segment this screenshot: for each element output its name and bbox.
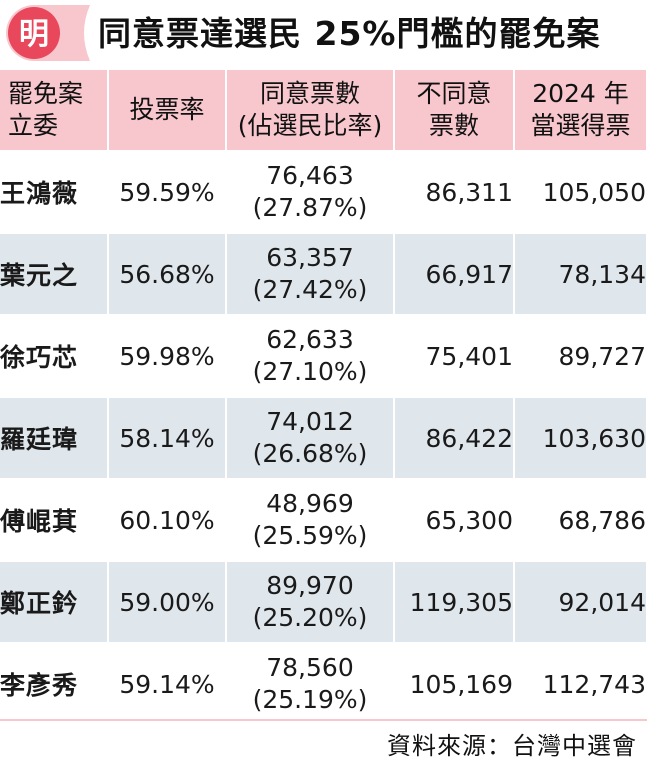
agree-ratio: (27.87%)	[252, 193, 368, 222]
header: 明 同意票達選民 25%門檻的罷免案	[0, 0, 647, 68]
page-title: 同意票達選民 25%門檻的罷免案	[98, 14, 601, 53]
legislator-name: 羅廷瑋	[0, 397, 109, 480]
agree-ratio: (25.20%)	[252, 603, 368, 632]
votes-2024-cell: 68,786	[514, 479, 647, 562]
turnout-cell: 59.14%	[108, 643, 227, 726]
recall-results-table: 罷免案 立委 投票率 同意票數 (佔選民比率) 不同意 票數 2024 年 當選…	[0, 70, 647, 726]
agree-votes: 74,012	[266, 407, 354, 436]
col-header-turnout: 投票率	[108, 70, 227, 152]
table-row: 李彥秀 59.14% 78,560 (25.19%) 105,169 112,7…	[0, 643, 647, 726]
col-header-legislator: 罷免案 立委	[0, 70, 109, 152]
votes-2024-cell: 112,743	[514, 643, 647, 726]
disagree-cell: 65,300	[394, 479, 515, 562]
agree-votes: 63,357	[266, 243, 354, 272]
col-header-disagree-votes: 不同意 票數	[394, 70, 515, 152]
legislator-name: 鄭正鈐	[0, 561, 109, 644]
agree-ratio: (25.19%)	[252, 685, 368, 714]
votes-2024-cell: 89,727	[514, 315, 647, 398]
turnout-cell: 59.00%	[108, 561, 227, 644]
agree-cell: 62,633 (27.10%)	[226, 315, 395, 398]
logo-char: 明	[19, 17, 49, 52]
disagree-cell: 86,422	[394, 397, 515, 480]
votes-2024-cell: 92,014	[514, 561, 647, 644]
agree-ratio: (26.68%)	[252, 439, 368, 468]
agree-ratio: (27.10%)	[252, 357, 368, 386]
votes-2024-cell: 103,630	[514, 397, 647, 480]
agree-votes: 76,463	[266, 161, 354, 190]
table-row: 傅崐萁 60.10% 48,969 (25.59%) 65,300 68,786	[0, 479, 647, 562]
agree-cell: 74,012 (26.68%)	[226, 397, 395, 480]
legislator-name: 傅崐萁	[0, 479, 109, 562]
turnout-cell: 60.10%	[108, 479, 227, 562]
turnout-cell: 58.14%	[108, 397, 227, 480]
disagree-cell: 86,311	[394, 151, 515, 234]
disagree-cell: 105,169	[394, 643, 515, 726]
table-row: 鄭正鈐 59.00% 89,970 (25.20%) 119,305 92,01…	[0, 561, 647, 644]
table-row: 徐巧芯 59.98% 62,633 (27.10%) 75,401 89,727	[0, 315, 647, 398]
agree-ratio: (27.42%)	[252, 275, 368, 304]
table-row: 羅廷瑋 58.14% 74,012 (26.68%) 86,422 103,63…	[0, 397, 647, 480]
legislator-name: 徐巧芯	[0, 315, 109, 398]
footer-divider	[0, 719, 647, 721]
col-header-agree-votes: 同意票數 (佔選民比率)	[226, 70, 395, 152]
disagree-cell: 119,305	[394, 561, 515, 644]
turnout-cell: 59.98%	[108, 315, 227, 398]
legislator-name: 王鴻薇	[0, 151, 109, 234]
agree-cell: 63,357 (27.42%)	[226, 233, 395, 316]
votes-2024-cell: 105,050	[514, 151, 647, 234]
agree-cell: 78,560 (25.19%)	[226, 643, 395, 726]
agree-ratio: (25.59%)	[252, 521, 368, 550]
turnout-cell: 59.59%	[108, 151, 227, 234]
agree-votes: 89,970	[266, 571, 354, 600]
agree-cell: 89,970 (25.20%)	[226, 561, 395, 644]
votes-2024-cell: 78,134	[514, 233, 647, 316]
agree-votes: 78,560	[266, 653, 354, 682]
disagree-cell: 75,401	[394, 315, 515, 398]
disagree-cell: 66,917	[394, 233, 515, 316]
col-header-2024-votes: 2024 年 當選得票	[514, 70, 647, 152]
legislator-name: 李彥秀	[0, 643, 109, 726]
legislator-name: 葉元之	[0, 233, 109, 316]
table-header-row: 罷免案 立委 投票率 同意票數 (佔選民比率) 不同意 票數 2024 年 當選…	[0, 70, 647, 152]
agree-votes: 62,633	[266, 325, 354, 354]
source-note: 資料來源：台灣中選會	[387, 732, 637, 760]
turnout-cell: 56.68%	[108, 233, 227, 316]
ming-pao-logo: 明	[6, 5, 90, 61]
agree-votes: 48,969	[266, 489, 354, 518]
table-row: 王鴻薇 59.59% 76,463 (27.87%) 86,311 105,05…	[0, 151, 647, 234]
agree-cell: 48,969 (25.59%)	[226, 479, 395, 562]
table-row: 葉元之 56.68% 63,357 (27.42%) 66,917 78,134	[0, 233, 647, 316]
agree-cell: 76,463 (27.87%)	[226, 151, 395, 234]
